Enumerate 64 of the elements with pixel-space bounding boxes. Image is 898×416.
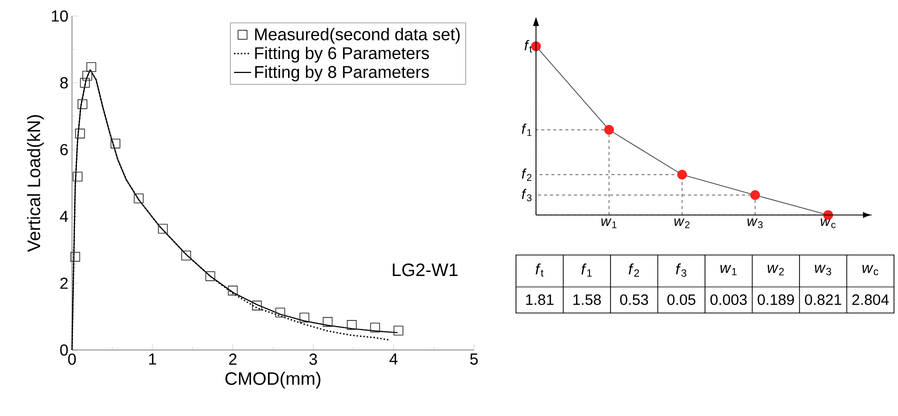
point [82, 70, 92, 81]
point [110, 138, 120, 148]
point [72, 172, 83, 182]
y-tick-label: 2 [60, 278, 68, 289]
data-label: 2.804 [852, 294, 889, 305]
point [181, 250, 192, 260]
point [299, 312, 310, 322]
category-label: f$_{2}$ [628, 263, 639, 277]
x-tick-label: 3 [309, 354, 317, 365]
point [78, 99, 88, 110]
text: f$_{1}$ [522, 124, 532, 136]
text: f$_{2}$ [522, 168, 532, 181]
x-tick-label: 1 [149, 354, 156, 365]
point [228, 286, 238, 296]
point [205, 271, 216, 282]
legend-label: Measured(second data set) [255, 28, 460, 44]
x-tick-label: w$_{1}$ [601, 218, 616, 228]
point [370, 322, 380, 333]
annotation: LG2-W1 [392, 263, 458, 276]
data-label: 0.05 [667, 294, 696, 305]
x-tick-label: 0 [68, 354, 76, 365]
point [86, 62, 96, 72]
point [322, 317, 333, 327]
point [604, 124, 614, 135]
text: f$_{t}$ [524, 40, 532, 52]
x-tick-label: 2 [229, 354, 236, 365]
category-label: w$_{c}$ [862, 264, 878, 276]
point [134, 193, 144, 204]
legend-label: Fitting by 6 Parameters [255, 46, 429, 63]
point [158, 224, 168, 234]
point [252, 300, 262, 310]
y-tick-label: 10 [52, 10, 68, 22]
data-label: 1.58 [573, 294, 601, 305]
x-axis-title: CMOD(mm) [225, 372, 320, 389]
data-label: 0.53 [620, 294, 648, 305]
point [677, 170, 687, 180]
data-label: 0.821 [804, 294, 842, 305]
point [80, 78, 90, 88]
data-label: 0.189 [758, 294, 794, 305]
y-tick-label: 0 [60, 344, 68, 356]
x-tick-label: w$_{3}$ [747, 218, 763, 228]
category-label: w$_{1}$ [720, 264, 737, 276]
data-label: 1.81 [526, 294, 554, 305]
data-label: 0.003 [710, 294, 747, 305]
x-tick-label: 5 [470, 354, 478, 365]
y-tick-label: 6 [60, 144, 68, 156]
category-label: w$_{2}$ [768, 264, 784, 276]
y-tick-label: 8 [60, 77, 68, 88]
point [346, 320, 357, 330]
point [394, 326, 404, 336]
category-label: f$_{t}$ [536, 264, 544, 277]
category-label: w$_{3}$ [814, 264, 832, 276]
point [275, 308, 286, 318]
point [75, 128, 85, 138]
category-label: f$_{1}$ [581, 264, 592, 277]
point [70, 252, 80, 262]
x-tick-label: 4 [390, 354, 398, 365]
y-axis-title: Vertical Load(kN) [27, 115, 44, 252]
category-label: f$_{3}$ [676, 263, 686, 277]
point [750, 190, 760, 200]
text: f$_{3}$ [522, 188, 532, 202]
legend-label: Fitting by 8 Parameters [255, 66, 429, 82]
x-tick-label: w$_{c}$ [820, 218, 836, 228]
x-tick-label: w$_{2}$ [674, 218, 690, 228]
